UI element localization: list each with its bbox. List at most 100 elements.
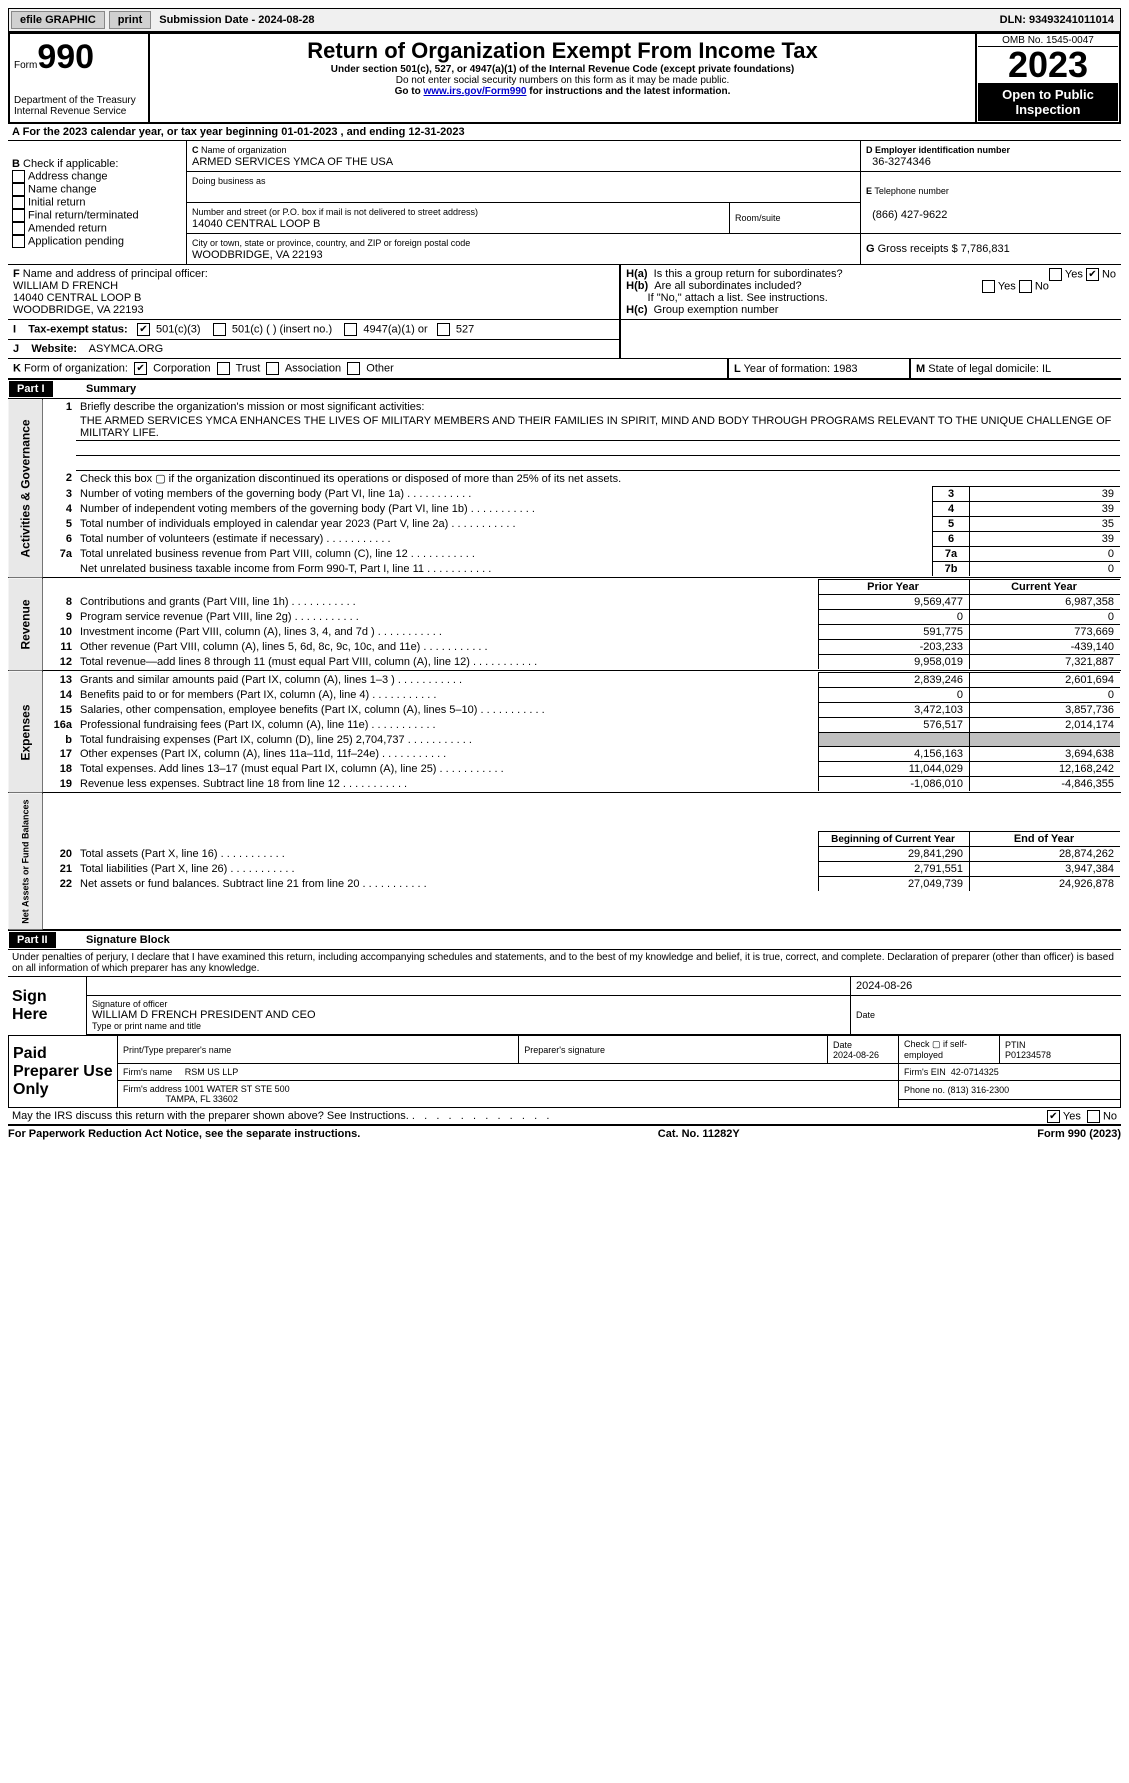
org-addr: 14040 CENTRAL LOOP B <box>192 218 320 230</box>
summary-row: 5Total number of individuals employed in… <box>44 517 1120 532</box>
may-irs: May the IRS discuss this return with the… <box>8 1108 1121 1125</box>
officer-name: WILLIAM D FRENCH <box>13 280 118 292</box>
vlabel-net: Net Assets or Fund Balances <box>8 793 43 930</box>
summary-row: bTotal fundraising expenses (Part IX, co… <box>44 733 1120 747</box>
ptin: P01234578 <box>1005 1050 1051 1060</box>
I-opt-3[interactable]: 527 <box>456 323 474 335</box>
firm-phone: (813) 316-2300 <box>948 1085 1010 1095</box>
form-header: Form990 Department of the TreasuryIntern… <box>8 32 1121 124</box>
line-A: A For the 2023 calendar year, or tax yea… <box>8 124 1121 141</box>
B-opt-1[interactable]: Name change <box>28 183 97 195</box>
summary-row: 13Grants and similar amounts paid (Part … <box>44 673 1120 688</box>
D-label: Employer identification number <box>875 145 1010 155</box>
ein: 36-3274346 <box>872 156 931 168</box>
I-opt-2[interactable]: 4947(a)(1) or <box>363 323 427 335</box>
year-formed: 1983 <box>833 363 857 375</box>
K-opt-0[interactable]: Corporation <box>153 362 210 374</box>
footer: For Paperwork Reduction Act Notice, see … <box>8 1125 1121 1140</box>
J-label: Website: <box>31 343 77 355</box>
sign-here: Sign Here 2024-08-26 Signature of office… <box>8 976 1121 1035</box>
part1-header: Part ISummary <box>8 379 1121 399</box>
F-label: Name and address of principal officer: <box>23 268 208 280</box>
summary-row: 19Revenue less expenses. Subtract line 1… <box>44 777 1120 792</box>
org-city: WOODBRIDGE, VA 22193 <box>192 249 323 261</box>
officer-addr1: 14040 CENTRAL LOOP B <box>13 292 141 304</box>
form-title: Return of Organization Exempt From Incom… <box>154 38 971 64</box>
firm-name: RSM US LLP <box>185 1067 239 1077</box>
check-self[interactable]: Check ▢ if self-employed <box>899 1036 1000 1064</box>
efile-btn[interactable]: efile GRAPHIC <box>11 11 105 29</box>
submission-date: Submission Date - 2024-08-28 <box>153 12 320 28</box>
KLM-block: K Form of organization: ✔ Corporation Tr… <box>8 359 1121 379</box>
summary-row: 6Total number of volunteers (estimate if… <box>44 532 1120 547</box>
vlabel-exp: Expenses <box>8 671 43 793</box>
IJ-block: I Tax-exempt status: ✔ 501(c)(3) 501(c) … <box>8 320 1121 359</box>
B-opt-0[interactable]: Address change <box>28 170 108 182</box>
I-opt-1[interactable]: 501(c) ( ) (insert no.) <box>232 323 332 335</box>
summary-row: 7aTotal unrelated business revenue from … <box>44 547 1120 562</box>
vlabel-gov: Activities & Governance <box>8 399 43 578</box>
summary-row: 4Number of independent voting members of… <box>44 502 1120 517</box>
I-opt-0[interactable]: 501(c)(3) <box>156 323 201 335</box>
summary-row: 16aProfessional fundraising fees (Part I… <box>44 718 1120 733</box>
B-opt-2[interactable]: Initial return <box>28 196 85 208</box>
prep-name-label: Print/Type preparer's name <box>118 1036 519 1064</box>
summary-row: 17Other expenses (Part IX, column (A), l… <box>44 747 1120 762</box>
subtitle-2: Do not enter social security numbers on … <box>154 75 971 86</box>
gross-receipts: 7,786,831 <box>961 243 1010 255</box>
summary-row: 10Investment income (Part VIII, column (… <box>44 625 1120 640</box>
summary-row: 3Number of voting members of the governi… <box>44 487 1120 502</box>
sig-officer-label: Signature of officer <box>92 999 167 1009</box>
summary-row: 11Other revenue (Part VIII, column (A), … <box>44 640 1120 655</box>
B-opt-5[interactable]: Application pending <box>28 235 124 247</box>
declaration: Under penalties of perjury, I declare th… <box>8 950 1121 976</box>
open-public: Open to Public Inspection <box>978 83 1118 121</box>
type-label: Type or print name and title <box>92 1021 201 1031</box>
B-opt-4[interactable]: Amended return <box>28 222 107 234</box>
Hb-note: If "No," attach a list. See instructions… <box>648 292 828 304</box>
summary-row: 20Total assets (Part X, line 16)29,841,2… <box>44 847 1120 862</box>
summary-row: 14Benefits paid to or for members (Part … <box>44 688 1120 703</box>
summary-row: 21Total liabilities (Part X, line 26)2,7… <box>44 862 1120 877</box>
K-opt-2[interactable]: Association <box>285 362 341 374</box>
summary-row: Net unrelated business taxable income fr… <box>44 562 1120 577</box>
date-label: Date <box>851 996 1122 1035</box>
summary-row: 22Net assets or fund balances. Subtract … <box>44 877 1120 892</box>
l1: Briefly describe the organization's miss… <box>76 400 1120 414</box>
current-label: Current Year <box>970 580 1121 595</box>
footer-mid: Cat. No. 11282Y <box>360 1128 1037 1140</box>
city-label: City or town, state or province, country… <box>192 238 470 248</box>
subtitle-3: Go to www.irs.gov/Form990 for instructio… <box>154 86 971 97</box>
K-opt-3[interactable]: Other <box>366 362 394 374</box>
summary-row: 15Salaries, other compensation, employee… <box>44 703 1120 718</box>
irs-link[interactable]: www.irs.gov/Form990 <box>423 86 526 97</box>
mission: THE ARMED SERVICES YMCA ENHANCES THE LIV… <box>76 414 1120 441</box>
dln: DLN: 93493241011014 <box>994 12 1120 28</box>
vlabel-rev: Revenue <box>8 578 43 671</box>
part1-body: Activities & Governance 1Briefly describ… <box>8 399 1121 578</box>
summary-row: 8Contributions and grants (Part VIII, li… <box>44 595 1120 610</box>
prep-sig-label: Preparer's signature <box>519 1036 828 1064</box>
paid-preparer: Paid Preparer Use Only Print/Type prepar… <box>8 1035 1121 1108</box>
prior-label: Prior Year <box>819 580 970 595</box>
summary-row: 18Total expenses. Add lines 13–17 (must … <box>44 762 1120 777</box>
domicile: IL <box>1042 363 1051 375</box>
l2: Check this box ▢ if the organization dis… <box>76 471 1120 487</box>
end-label: End of Year <box>970 832 1121 847</box>
L-label: Year of formation: <box>744 363 830 375</box>
I-label: Tax-exempt status: <box>28 323 127 335</box>
expenses-block: Expenses 13Grants and similar amounts pa… <box>8 671 1121 793</box>
K-label: Form of organization: <box>24 362 128 374</box>
B-opt-3[interactable]: Final return/terminated <box>28 209 139 221</box>
dept: Department of the TreasuryInternal Reven… <box>14 95 144 117</box>
officer-title: WILLIAM D FRENCH PRESIDENT AND CEO <box>92 1009 316 1021</box>
G-label: Gross receipts $ <box>878 243 958 255</box>
footer-right: Form 990 (2023) <box>1037 1128 1121 1140</box>
E-label: Telephone number <box>874 186 949 196</box>
firm-ein: 42-0714325 <box>951 1067 999 1077</box>
summary-row: 12Total revenue—add lines 8 through 11 (… <box>44 655 1120 670</box>
K-opt-1[interactable]: Trust <box>236 362 261 374</box>
form-label: Form <box>14 60 37 71</box>
entity-block: B Check if applicable: Address change Na… <box>8 141 1121 265</box>
print-btn[interactable]: print <box>109 11 151 29</box>
